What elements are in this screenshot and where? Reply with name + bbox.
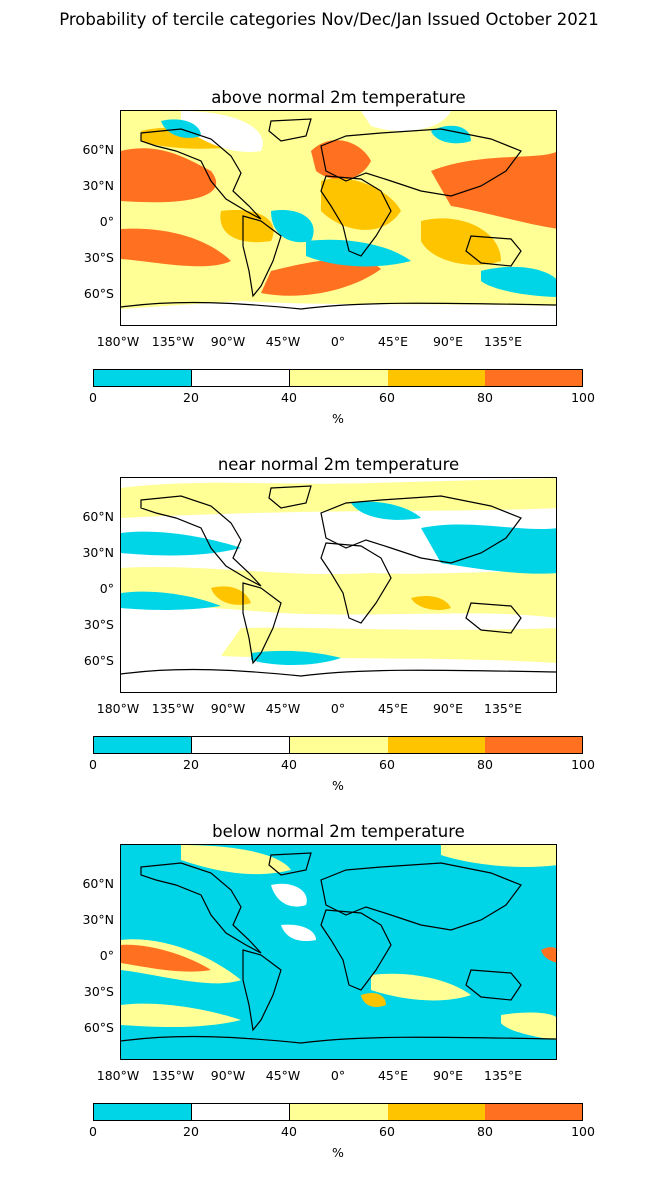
colorbar-unit: % xyxy=(332,1145,344,1160)
colorbar-segment xyxy=(484,370,583,386)
colorbar xyxy=(93,736,583,754)
lon-label: 135°E xyxy=(483,1068,523,1083)
lon-label: 180°W xyxy=(96,1068,140,1083)
colorbar-tick: 60 xyxy=(379,390,395,405)
colorbar-tick: 0 xyxy=(89,757,97,772)
colorbar-tick: 20 xyxy=(183,390,199,405)
lat-label: 60°N xyxy=(82,509,114,524)
lon-label: 0° xyxy=(330,701,346,716)
map-canvas xyxy=(121,845,556,1059)
lat-label: 60°N xyxy=(82,142,114,157)
colorbar-segment xyxy=(94,737,192,753)
lon-label: 135°W xyxy=(151,701,195,716)
colorbar-tick: 80 xyxy=(477,757,493,772)
lon-label: 90°W xyxy=(210,334,246,349)
lon-label: 90°E xyxy=(432,701,464,716)
lat-label: 30°S xyxy=(83,250,114,265)
lat-label: 30°S xyxy=(83,617,114,632)
lon-label: 45°W xyxy=(265,701,301,716)
lon-label: 90°W xyxy=(210,701,246,716)
lon-label: 180°W xyxy=(96,334,140,349)
map-canvas xyxy=(121,111,556,325)
colorbar-segment xyxy=(191,370,291,386)
lon-label: 90°E xyxy=(432,334,464,349)
lat-label: 30°N xyxy=(82,178,114,193)
panel-above-normal: above normal 2m temperature xyxy=(0,88,658,448)
colorbar-segment xyxy=(191,737,291,753)
lat-label: 60°S xyxy=(83,286,114,301)
panel-title: below normal 2m temperature xyxy=(212,822,465,841)
colorbar-segment xyxy=(484,1104,583,1120)
lat-label: 30°N xyxy=(82,912,114,927)
colorbar-tick: 60 xyxy=(379,757,395,772)
lon-label: 45°E xyxy=(377,1068,409,1083)
lon-label: 45°E xyxy=(377,334,409,349)
panel-title: near normal 2m temperature xyxy=(217,455,460,474)
colorbar-unit: % xyxy=(332,411,344,426)
lon-label: 135°E xyxy=(483,334,523,349)
colorbar-tick: 80 xyxy=(477,390,493,405)
lat-label: 30°N xyxy=(82,545,114,560)
colorbar-tick: 0 xyxy=(89,1124,97,1139)
lat-label: 0° xyxy=(99,214,114,229)
colorbar-segment xyxy=(290,737,388,753)
figure-title: Probability of tercile categories Nov/De… xyxy=(59,10,599,29)
lat-label: 60°N xyxy=(82,876,114,891)
colorbar-unit: % xyxy=(332,778,344,793)
colorbar-tick: 0 xyxy=(89,390,97,405)
colorbar-segment xyxy=(387,1104,485,1120)
colorbar-segment xyxy=(94,370,192,386)
panel-title: above normal 2m temperature xyxy=(211,88,466,107)
colorbar-tick: 20 xyxy=(183,757,199,772)
lon-label: 90°E xyxy=(432,1068,464,1083)
colorbar-segment xyxy=(387,370,485,386)
colorbar-tick: 80 xyxy=(477,1124,493,1139)
lon-label: 45°W xyxy=(265,1068,301,1083)
colorbar xyxy=(93,369,583,387)
panel-near-normal: near normal 2m temperature 6 xyxy=(0,455,658,815)
colorbar-segment xyxy=(191,1104,291,1120)
map-near-normal xyxy=(120,477,557,693)
lon-label: 45°W xyxy=(265,334,301,349)
lat-label: 0° xyxy=(99,581,114,596)
map-above-normal xyxy=(120,110,557,326)
map-below-normal xyxy=(120,844,557,1060)
colorbar-tick: 60 xyxy=(379,1124,395,1139)
colorbar xyxy=(93,1103,583,1121)
colorbar-segment xyxy=(94,1104,192,1120)
lon-label: 135°E xyxy=(483,701,523,716)
lon-label: 180°W xyxy=(96,701,140,716)
panel-below-normal: below normal 2m temperature xyxy=(0,822,658,1182)
colorbar-tick: 40 xyxy=(281,1124,297,1139)
lat-label: 0° xyxy=(99,948,114,963)
lon-label: 135°W xyxy=(151,1068,195,1083)
colorbar-tick: 40 xyxy=(281,390,297,405)
colorbar-tick: 40 xyxy=(281,757,297,772)
lon-label: 0° xyxy=(330,334,346,349)
colorbar-tick: 100 xyxy=(571,1124,595,1139)
lon-label: 0° xyxy=(330,1068,346,1083)
colorbar-tick: 20 xyxy=(183,1124,199,1139)
lon-label: 90°W xyxy=(210,1068,246,1083)
lat-label: 60°S xyxy=(83,1020,114,1035)
lon-label: 135°W xyxy=(151,334,195,349)
colorbar-segment xyxy=(290,1104,388,1120)
map-canvas xyxy=(121,478,556,692)
lat-label: 60°S xyxy=(83,653,114,668)
colorbar-segment xyxy=(484,737,583,753)
colorbar-tick: 100 xyxy=(571,757,595,772)
lat-label: 30°S xyxy=(83,984,114,999)
colorbar-segment xyxy=(290,370,388,386)
colorbar-segment xyxy=(387,737,485,753)
colorbar-tick: 100 xyxy=(571,390,595,405)
lon-label: 45°E xyxy=(377,701,409,716)
